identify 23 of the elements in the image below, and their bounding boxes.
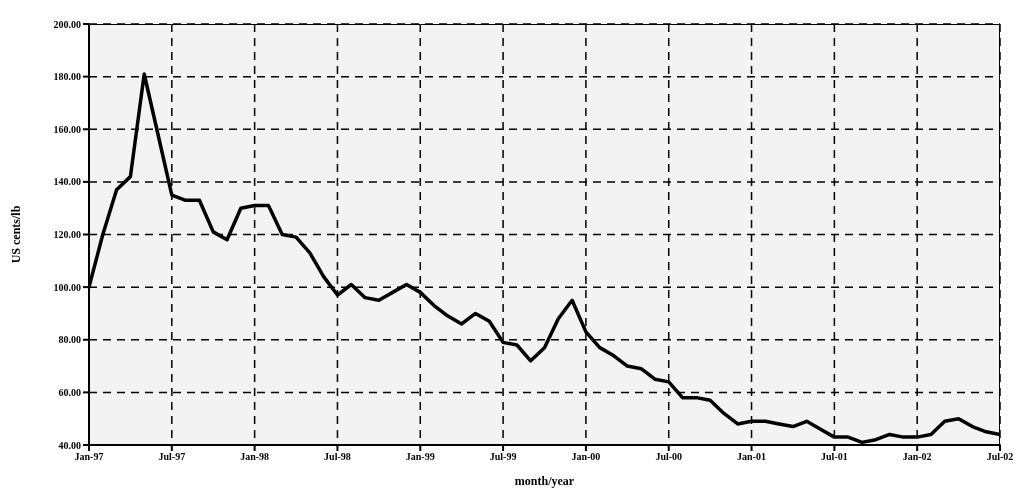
- y-tick-label: 200.00: [53, 18, 81, 30]
- x-tick-label: Jul-02: [986, 451, 1014, 463]
- x-tick-label: Jan-02: [902, 451, 932, 463]
- x-tick-label: Jul-98: [324, 451, 351, 463]
- y-tick-label: 80.00: [58, 334, 81, 346]
- y-tick-label: 140.00: [53, 176, 81, 188]
- x-tick-label: Jan-97: [74, 451, 104, 463]
- x-tick-label: Jan-00: [571, 451, 601, 463]
- x-tick-label: Jul-01: [821, 451, 848, 463]
- y-tick-label: 180.00: [53, 71, 81, 83]
- x-tick-label: Jul-00: [655, 451, 683, 463]
- x-tick-label: Jan-01: [737, 451, 766, 463]
- y-tick-label: 160.00: [53, 123, 81, 135]
- x-tick-label: Jan-99: [405, 451, 435, 463]
- y-tick-label: 100.00: [53, 281, 81, 293]
- x-axis-title: month/year: [514, 474, 575, 488]
- y-axis-title: US cents/lb: [9, 205, 24, 264]
- x-tick-label: Jul-99: [489, 451, 517, 463]
- x-tick-label: Jul-97: [158, 451, 186, 463]
- x-tick-label: Jan-98: [240, 451, 270, 463]
- y-tick-label: 60.00: [58, 386, 81, 398]
- y-tick-label: 40.00: [58, 439, 81, 451]
- y-tick-label: 120.00: [53, 229, 81, 241]
